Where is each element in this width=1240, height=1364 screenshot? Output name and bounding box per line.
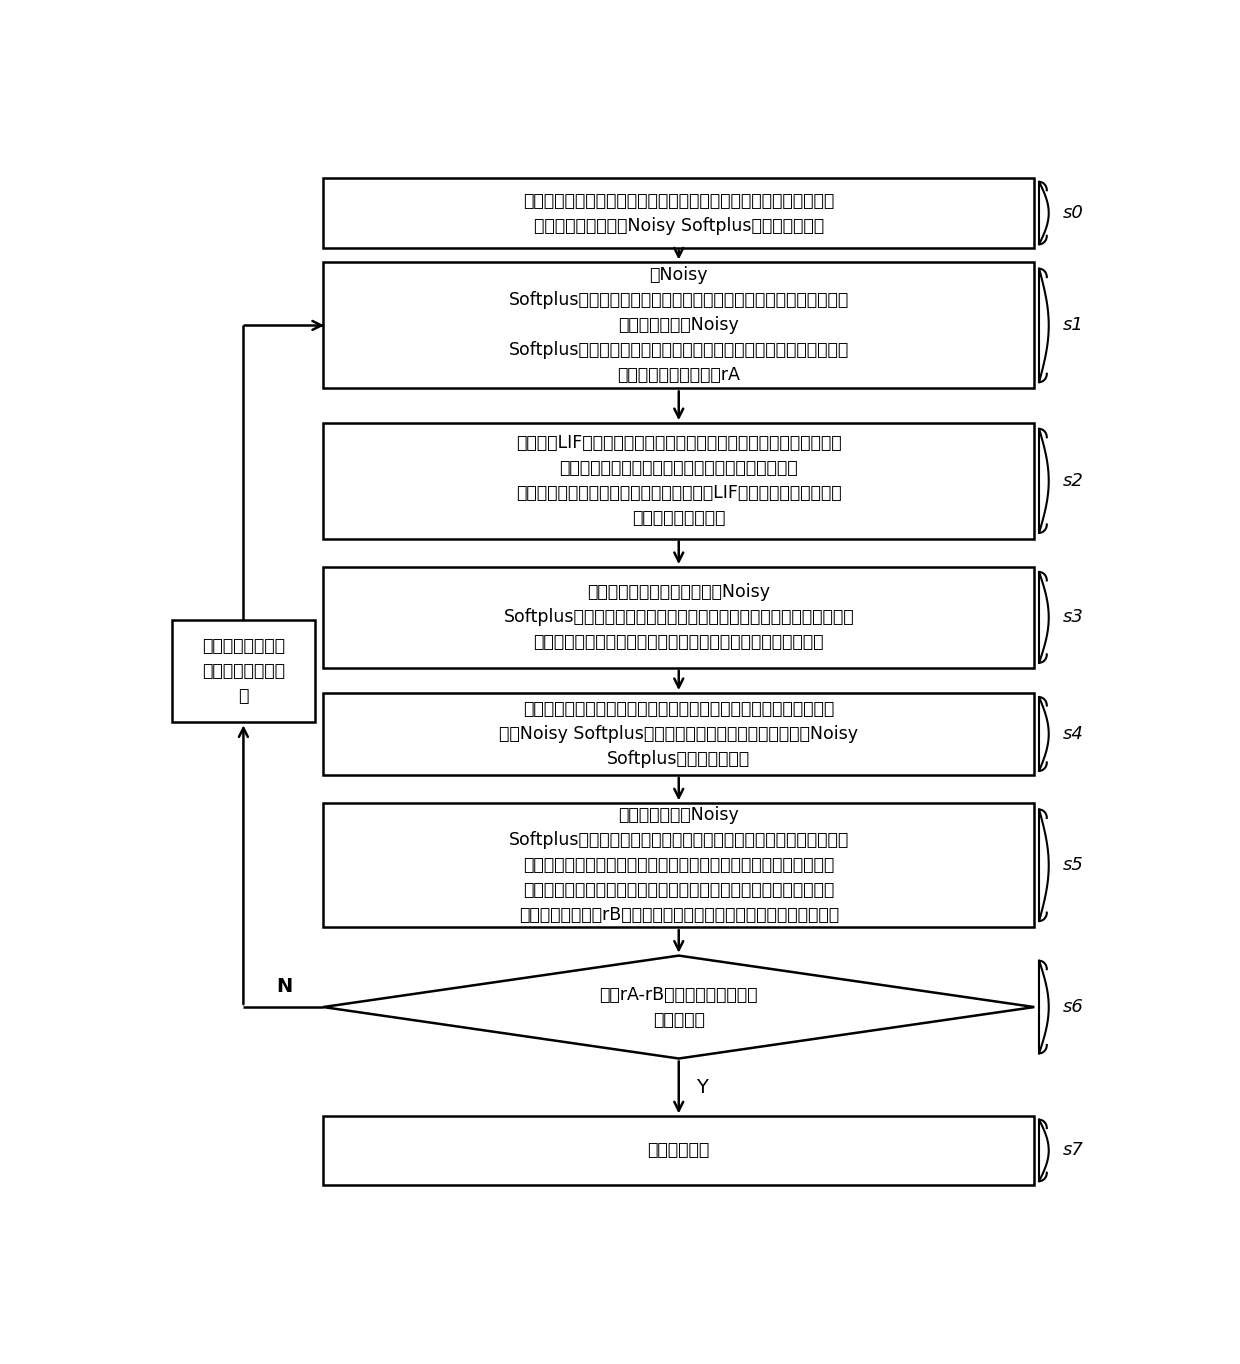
Text: 在预设的LIF神经元内，从预设噪声列表内选取一个噪声值作为噪声强
弱参数，分别输入不同大小的、带有所选取的噪声值
的恒定电流，并记录输入不同恒定电流时，LIF神: 在预设的LIF神经元内，从预设噪声列表内选取一个噪声值作为噪声强 弱参数，分别输… bbox=[516, 434, 842, 528]
Polygon shape bbox=[324, 956, 1034, 1058]
Text: 计算rA-rB的值，判断差值是否
小于设定值: 计算rA-rB的值，判断差值是否 小于设定值 bbox=[599, 986, 758, 1028]
Text: 将调整完成后的Noisy
Softplus神经元激活函数用于人工神经网络的训练，将所述脉冲神经
网络的权重设置为所述人工神经网络所训练得到的权重，并将测试数
据: 将调整完成后的Noisy Softplus神经元激活函数用于人工神经网络的训练，… bbox=[508, 806, 849, 925]
Text: N: N bbox=[277, 977, 293, 996]
FancyBboxPatch shape bbox=[172, 619, 315, 723]
Text: s6: s6 bbox=[1063, 998, 1084, 1016]
FancyBboxPatch shape bbox=[324, 1116, 1034, 1184]
Text: Y: Y bbox=[696, 1078, 708, 1097]
Text: 依据上述确定的值更新各项待设置参数的初始值，并将上述确定的值
带入Noisy Softplus神经元激活函数，得到调整完成后的Noisy
Softplus神经元: 依据上述确定的值更新各项待设置参数的初始值，并将上述确定的值 带入Noisy S… bbox=[500, 700, 858, 768]
Text: s5: s5 bbox=[1063, 857, 1084, 874]
Text: 采用最小二乘法将对应关系与Noisy
Softplus神经元激活函数进行拟合，拟合过程中通过调整各项待设置参
数，将拟合效果最好时各项待设置参数的值作为确定的参: 采用最小二乘法将对应关系与Noisy Softplus神经元激活函数进行拟合，拟… bbox=[503, 584, 854, 652]
FancyBboxPatch shape bbox=[324, 423, 1034, 539]
Text: 构建层次、结构相同的人工神经网络和脉冲神经网络，将人工神经网
络的激活函数设置为Noisy Softplus神经元激活函数: 构建层次、结构相同的人工神经网络和脉冲神经网络，将人工神经网 络的激活函数设置为… bbox=[523, 191, 835, 235]
FancyBboxPatch shape bbox=[324, 567, 1034, 668]
Text: s4: s4 bbox=[1063, 726, 1084, 743]
Text: 参数调整完成: 参数调整完成 bbox=[647, 1142, 709, 1159]
Text: s7: s7 bbox=[1063, 1142, 1084, 1159]
FancyBboxPatch shape bbox=[324, 179, 1034, 248]
FancyBboxPatch shape bbox=[324, 262, 1034, 389]
Text: 重新从预设噪声列
表中选取另一噪声
值: 重新从预设噪声列 表中选取另一噪声 值 bbox=[202, 637, 285, 705]
Text: s1: s1 bbox=[1063, 316, 1084, 334]
FancyBboxPatch shape bbox=[324, 803, 1034, 928]
FancyBboxPatch shape bbox=[324, 693, 1034, 775]
Text: s3: s3 bbox=[1063, 608, 1084, 626]
Text: s0: s0 bbox=[1063, 205, 1084, 222]
Text: s2: s2 bbox=[1063, 472, 1084, 490]
Text: 将Noisy
Softplus神经元激活函数内的待设置参数设置为相应的初始值，将参
数设置完成后的Noisy
Softplus神经元激活函数用于人工神经网络的训: 将Noisy Softplus神经元激活函数内的待设置参数设置为相应的初始值，将… bbox=[508, 266, 849, 385]
